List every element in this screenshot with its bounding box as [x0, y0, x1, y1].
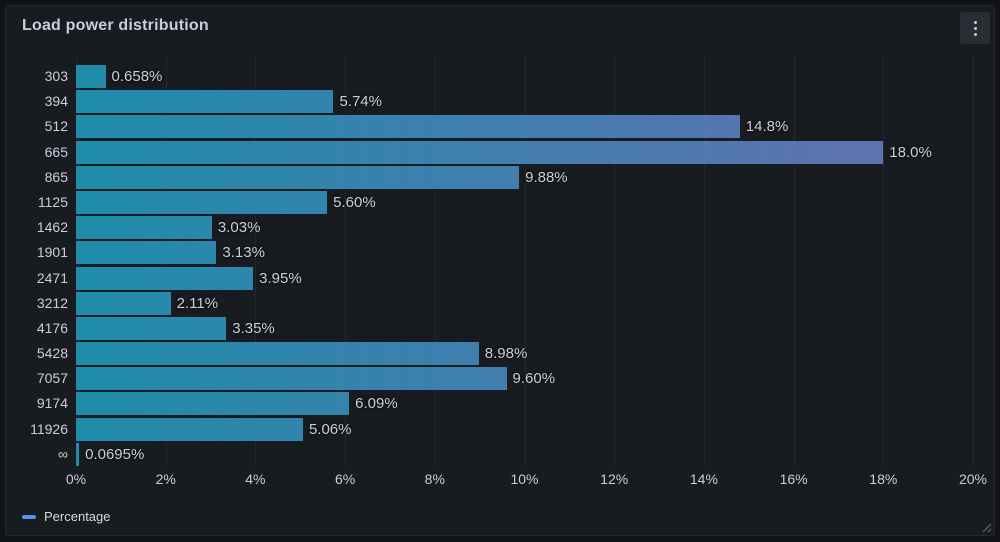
- value-label: 3.03%: [217, 219, 261, 237]
- x-axis-tick: 10%: [510, 471, 539, 487]
- gridline: [524, 56, 526, 467]
- kebab-menu-icon: [973, 20, 977, 36]
- x-axis-tick: 14%: [689, 471, 718, 487]
- x-axis-tick: 6%: [334, 471, 356, 487]
- bar[interactable]: [76, 165, 520, 189]
- bar[interactable]: [76, 417, 303, 441]
- bar[interactable]: [76, 316, 227, 340]
- value-label: 6.09%: [355, 395, 398, 413]
- legend-label: Percentage: [44, 509, 111, 524]
- x-axis-tick: 8%: [424, 471, 445, 487]
- chart-panel: Load power distribution 303 0.658% 394 5.74…: [5, 5, 995, 536]
- legend-swatch: [22, 514, 36, 519]
- x-axis-tick: 2%: [155, 471, 176, 487]
- bar[interactable]: [76, 115, 740, 139]
- panel-header[interactable]: Load power distribution: [6, 6, 994, 46]
- category-label: 2471: [36, 269, 68, 286]
- bar[interactable]: [76, 392, 350, 416]
- bar[interactable]: [76, 266, 254, 290]
- value-label: 2.11%: [176, 294, 219, 312]
- bar[interactable]: [76, 342, 479, 366]
- bar[interactable]: [76, 190, 328, 214]
- gridline: [883, 56, 885, 467]
- category-label: 1462: [36, 219, 68, 236]
- value-label: 9.60%: [512, 370, 556, 388]
- category-label: 303: [44, 68, 68, 84]
- panel-menu-button[interactable]: [960, 12, 990, 44]
- value-label: 14.8%: [745, 118, 789, 136]
- x-axis-tick: 12%: [600, 471, 629, 487]
- category-label: 3212: [36, 294, 68, 311]
- x-axis-tick: 16%: [779, 471, 808, 487]
- bar[interactable]: [76, 90, 334, 114]
- category-label: 1901: [36, 244, 68, 261]
- category-label: 665: [44, 143, 68, 160]
- gridline: [793, 56, 795, 467]
- panel-title: Load power distribution: [22, 17, 209, 34]
- value-label: 9.88%: [525, 168, 568, 186]
- gridline: [255, 56, 257, 467]
- resize-handle-icon[interactable]: [980, 521, 992, 533]
- legend-item-percentage[interactable]: Percentage: [22, 509, 111, 524]
- value-label: 3.35%: [232, 319, 275, 337]
- gridline: [703, 56, 705, 467]
- category-label: 11926: [30, 420, 68, 437]
- category-label: 7057: [36, 370, 68, 387]
- x-axis-tick: 18%: [869, 471, 898, 487]
- category-label: 4176: [36, 319, 68, 336]
- x-axis-tick: 4%: [245, 471, 266, 487]
- value-label: 5.06%: [308, 420, 352, 438]
- gridline: [434, 56, 436, 467]
- value-label: 0.658%: [111, 68, 163, 85]
- gridline: [345, 56, 347, 467]
- value-label: 5.60%: [333, 193, 376, 211]
- category-label: 394: [44, 93, 68, 110]
- bar[interactable]: [76, 442, 80, 466]
- value-label: 18.0%: [889, 143, 932, 161]
- category-label: 5428: [36, 345, 68, 362]
- bar[interactable]: [76, 140, 884, 164]
- bar[interactable]: [76, 367, 507, 391]
- bar[interactable]: [76, 291, 171, 315]
- gridline: [973, 56, 974, 467]
- category-label: ∞: [58, 445, 68, 462]
- category-label: 512: [44, 118, 68, 135]
- x-axis-tick: 20%: [958, 471, 988, 487]
- value-label: 3.95%: [259, 269, 302, 287]
- gridline: [614, 56, 616, 467]
- bar[interactable]: [76, 216, 212, 240]
- value-label: 5.74%: [339, 93, 382, 111]
- bar-chart: 303 0.658% 394 5.74% 512 14.8% 665 18.0% 865 9.88…: [6, 6, 994, 535]
- category-label: 1125: [37, 193, 68, 210]
- value-label: 8.98%: [484, 345, 528, 363]
- value-label: 0.0695%: [85, 445, 145, 463]
- x-axis-tick: 0%: [65, 471, 87, 487]
- category-label: 865: [44, 168, 68, 185]
- value-label: 3.13%: [222, 244, 265, 262]
- category-label: 9174: [36, 395, 68, 412]
- bar[interactable]: [76, 65, 106, 88]
- bar[interactable]: [76, 241, 217, 265]
